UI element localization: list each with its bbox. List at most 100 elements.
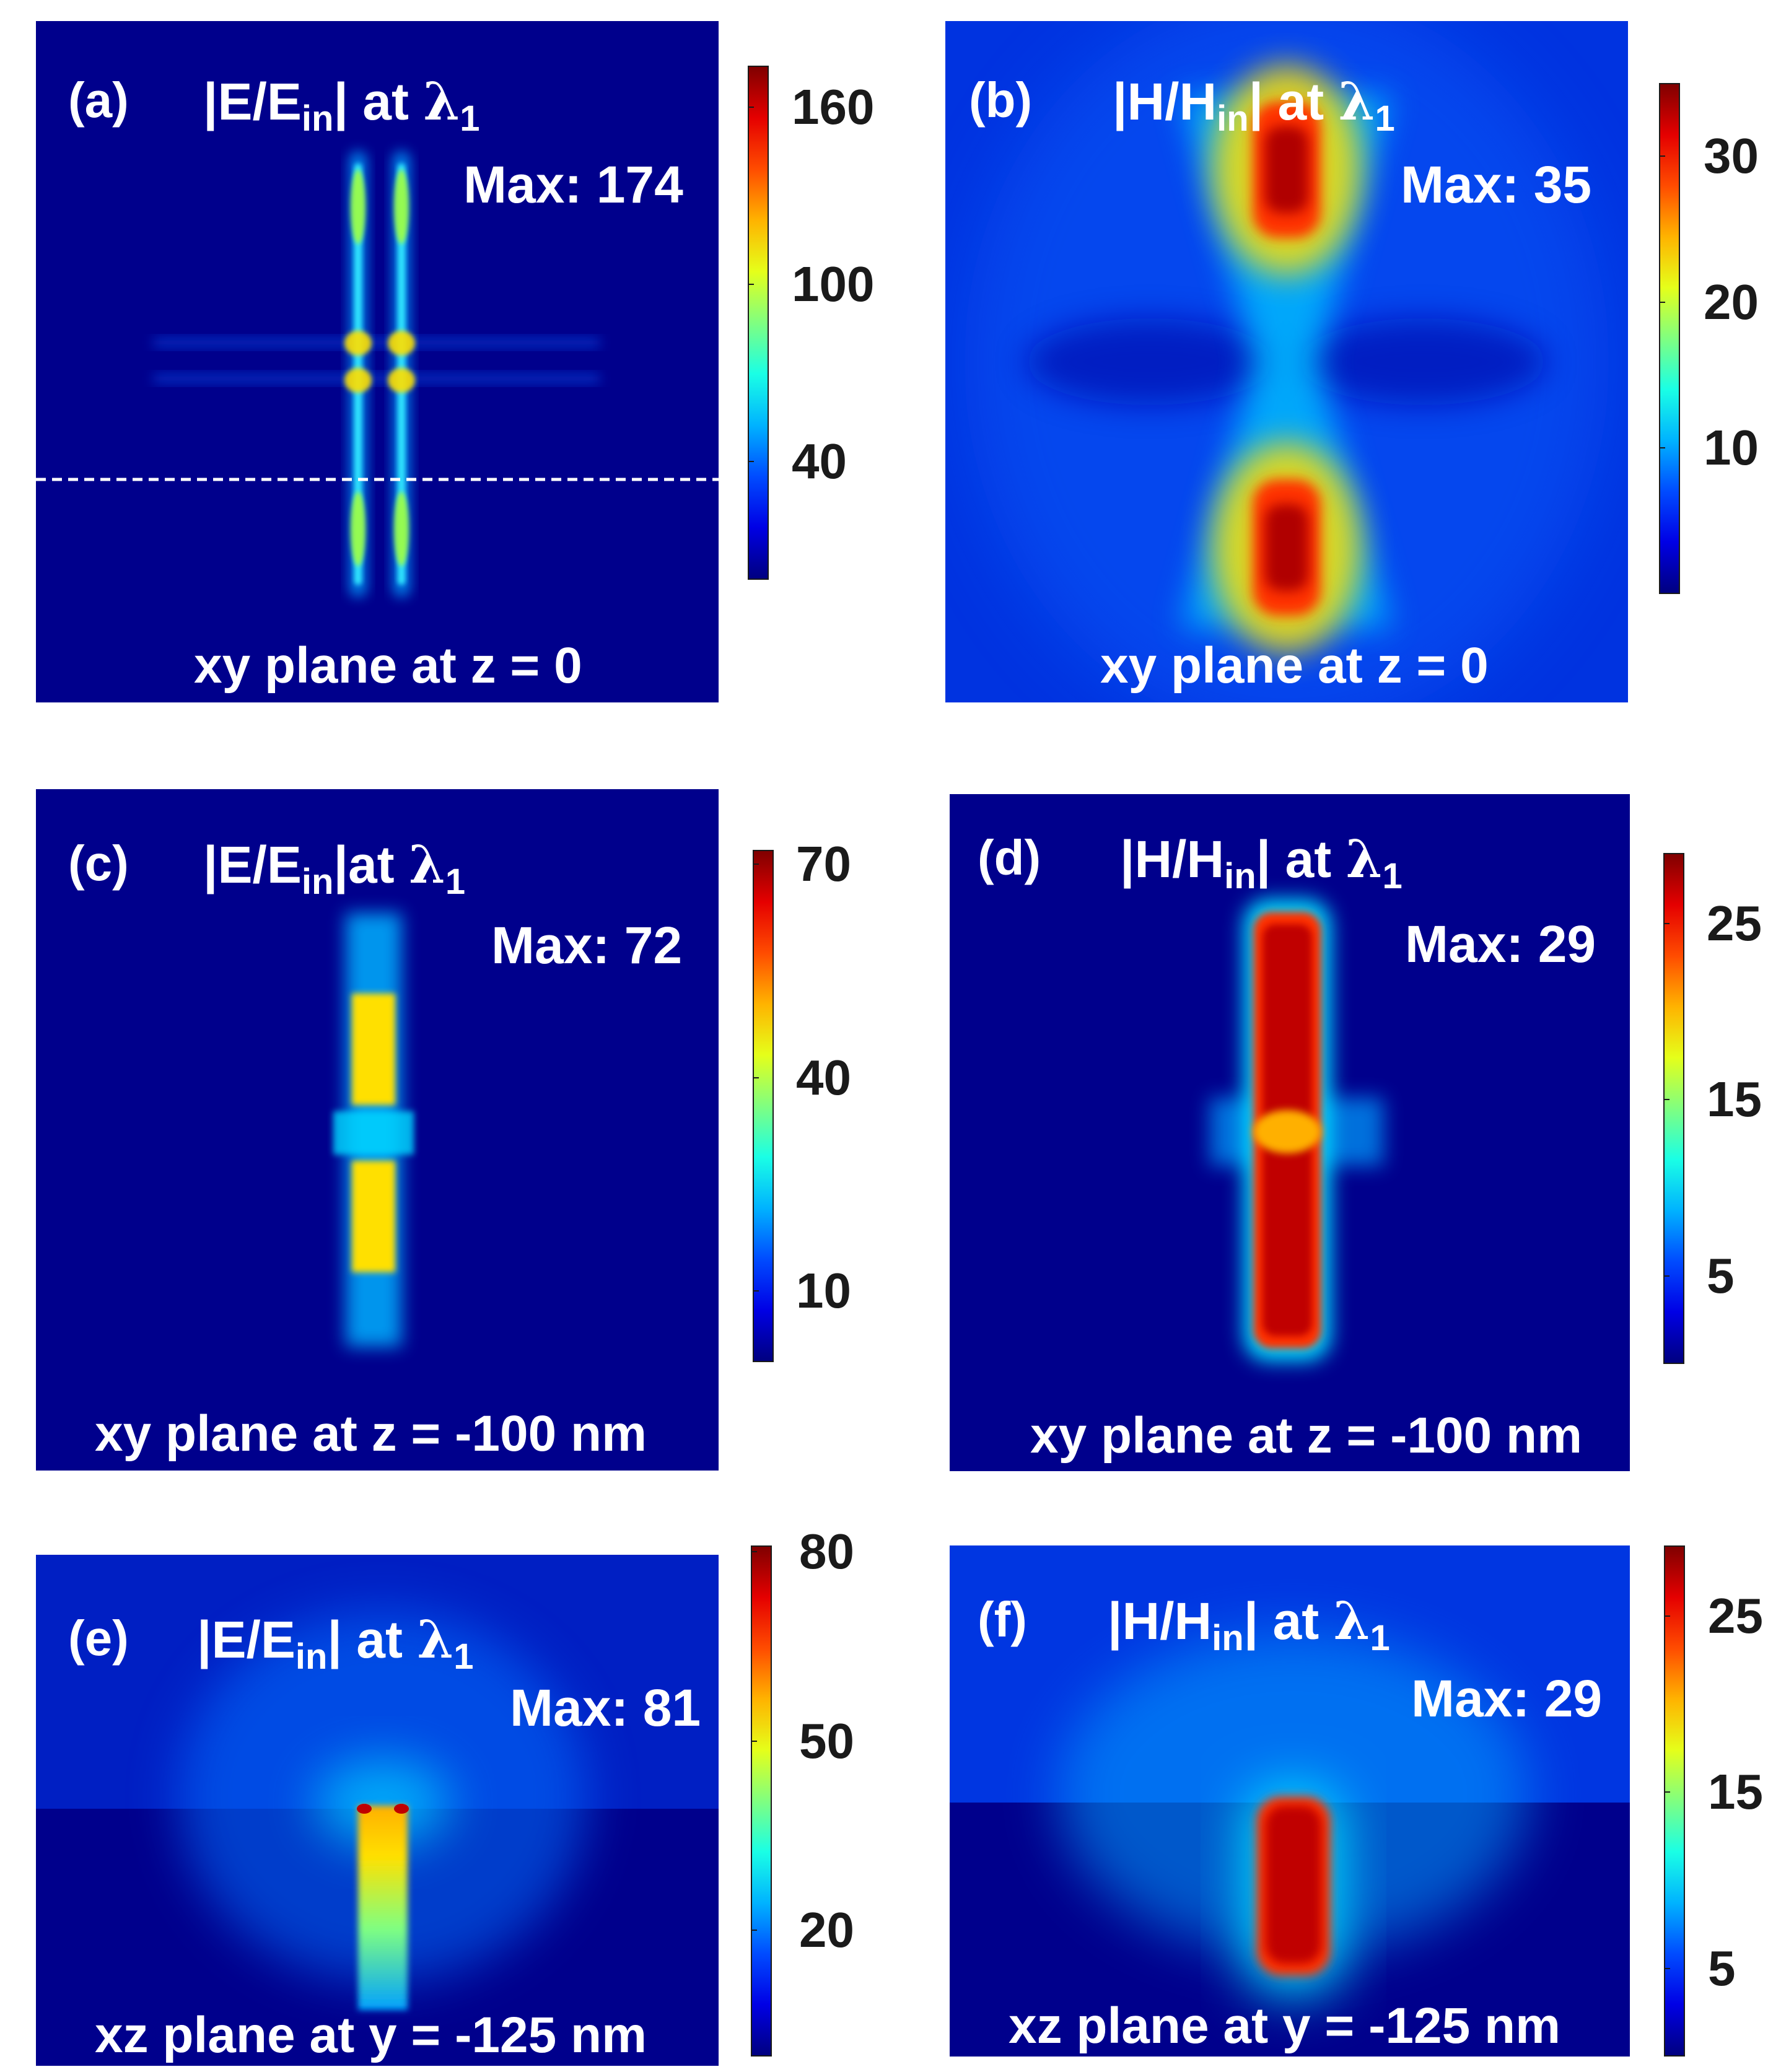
panel-e: (e) |E/Ein| at λ1 Max: 81 xz plane at y … [36,1555,719,2066]
colorbar-c [753,850,774,1362]
field-hotspot [344,331,372,356]
field-hotspot [1265,504,1308,591]
field-streak [154,374,600,383]
panel-label: (a) [68,72,129,128]
panel-d: (d) |H/Hin| at λ1 Max: 29 xy plane at z … [950,794,1630,1471]
panel-label: (b) [969,72,1033,128]
field-hotspot [388,368,415,393]
field-background [36,21,719,702]
field-glow [315,1759,451,1846]
colorbar-a [748,66,769,580]
panel-label: (e) [68,1611,129,1666]
panel-b: (b) |H/Hin| at λ1 Max: 35 xy plane at z … [945,21,1628,702]
colorbar-tick-label: 20 [799,1902,854,1958]
field-dark [1298,318,1546,405]
field-gap [333,1111,414,1155]
colorbar-tick-mark [1663,1275,1670,1277]
plane-label: xy plane at z = 0 [194,637,582,694]
max-value: Max: 29 [1411,1669,1603,1728]
panel-label: (d) [978,830,1041,885]
field-hotspot [388,331,415,356]
colorbar-f [1664,1545,1685,2057]
colorbar-tick-label: 30 [1704,128,1759,183]
panel-title: |E/Ein| at λ1 [197,1609,474,1677]
colorbar-d [1663,853,1684,1364]
colorbar-tick-mark [1664,1967,1670,1969]
colorbar-b [1659,83,1680,594]
field-bar [358,1806,408,2010]
colorbar-tick-label: 15 [1707,1072,1762,1127]
panel-label: (f) [978,1592,1027,1647]
colorbar-tick-label: 5 [1707,1248,1735,1303]
e-field-xy-z0-map [36,21,719,702]
field-hotspot [1265,126,1308,213]
colorbar-tick-label: 40 [792,434,847,489]
panel-title: |H/Hin| at λ1 [1108,1590,1390,1658]
colorbar-tick-mark [1664,1615,1670,1617]
colorbar-tick-label: 10 [796,1263,851,1319]
colorbar-tick-label: 25 [1707,895,1762,951]
max-value: Max: 81 [510,1679,701,1737]
colorbar-e [751,1545,772,2057]
colorbar-tick-label: 20 [1704,274,1759,330]
panel-title: |H/Hin| at λ1 [1120,828,1403,896]
panel-label: (c) [68,836,129,891]
colorbar-tick-mark [753,1290,759,1292]
h-field-xy-z0-map [945,21,1628,702]
colorbar-tick-mark [753,863,759,865]
colorbar-tick-label: 100 [792,256,875,312]
field-bar [1266,1806,1321,1964]
plane-label: xy plane at z = -100 nm [95,1405,647,1462]
plane-label: xz plane at y = -125 nm [95,2007,647,2063]
plane-label: xz plane at y = -125 nm [1009,1998,1560,2054]
colorbar-tick-mark [748,106,754,108]
colorbar-tick-mark [748,283,754,285]
colorbar-tick-mark [1664,1791,1670,1793]
field-hotspot [394,492,409,566]
field-hotspot [344,368,372,393]
colorbar-tick-mark [1659,155,1665,157]
panel-title: |E/Ein|at λ1 [203,834,466,902]
colorbar-tick-label: 5 [1708,1940,1736,1996]
h-field-xz-y-125-map [950,1545,1630,2057]
colorbar-tick-mark [748,461,754,463]
panel-f: (f) |H/Hin| at λ1 Max: 29 xz plane at y … [950,1545,1630,2057]
colorbar-tick-label: 160 [792,79,875,134]
panel-title: |H/Hin| at λ1 [1113,71,1395,139]
colorbar-tick-mark [751,1930,757,1931]
max-value: Max: 72 [491,916,683,974]
field-streak [154,338,600,347]
field-hotspot [357,1804,372,1814]
colorbar-tick-mark [1663,922,1670,924]
colorbar-tick-mark [1663,1099,1670,1101]
colorbar-tick-label: 15 [1708,1764,1763,1820]
colorbar-tick-label: 50 [799,1713,854,1768]
field-hotspot [394,1804,409,1814]
field-bar [352,1161,395,1272]
colorbar-tick-mark [1659,447,1665,449]
panel-title: |E/Ein| at λ1 [203,71,480,139]
colorbar-tick-label: 70 [796,836,851,891]
panel-c: (c) |E/Ein|at λ1 Max: 72 xy plane at z =… [36,789,719,1471]
field-dark [1026,318,1274,405]
colorbar-tick-mark [751,1551,757,1553]
colorbar-tick-mark [751,1740,757,1742]
h-field-xy-z-100-map [950,794,1630,1471]
max-value: Max: 174 [463,155,683,214]
panel-a: (a) |E/Ein| at λ1 Max: 174 xy plane at z… [36,21,719,702]
max-value: Max: 35 [1401,155,1592,214]
colorbar-tick-mark [753,1077,759,1078]
colorbar-tick-label: 10 [1704,420,1759,476]
colorbar-tick-label: 40 [796,1049,851,1105]
plane-label: xy plane at z = 0 [1100,637,1489,694]
field-hotspot [351,492,365,566]
colorbar-tick-mark [1659,301,1665,303]
field-gap [1253,1110,1321,1153]
colorbar-tick-label: 25 [1708,1588,1763,1643]
plane-label: xy plane at z = -100 nm [1030,1407,1582,1464]
field-hotspot [394,170,409,244]
e-field-xz-y-125-map [36,1555,719,2066]
max-value: Max: 29 [1405,915,1596,973]
field-bar [352,994,395,1105]
field-hotspot [351,170,365,244]
